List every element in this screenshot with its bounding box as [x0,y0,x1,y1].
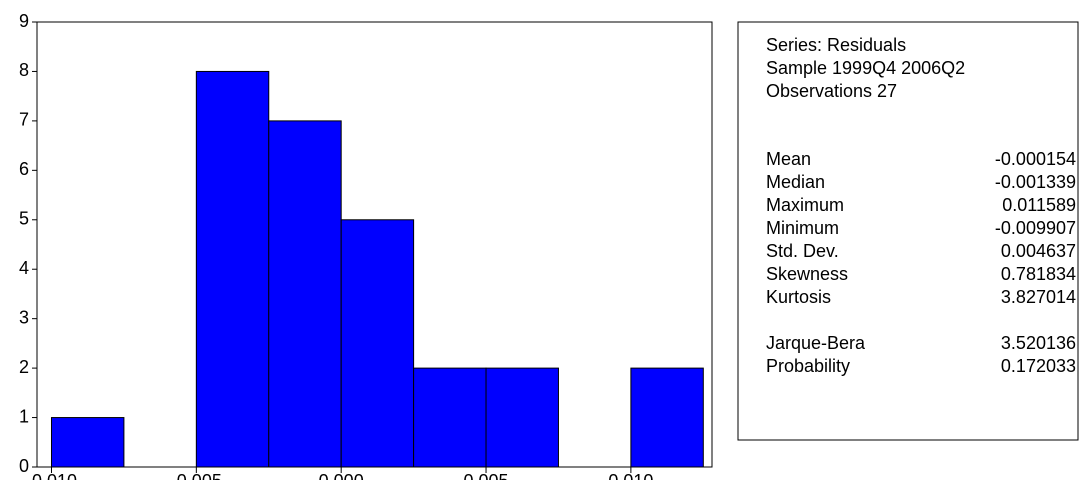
bar [485,367,559,468]
bar [340,219,415,468]
test-label: Probability [766,356,850,376]
x-tick-label: -0.005 [171,471,222,480]
stat-label: Kurtosis [766,287,831,307]
stats-box [737,21,1079,441]
stat-value: -0.009907 [995,218,1076,238]
bar [413,367,487,468]
stat-label: Std. Dev. [766,241,839,261]
stat-value: 0.004637 [1001,241,1076,261]
y-tick-label: 4 [19,258,29,278]
y-tick-label: 8 [19,60,29,80]
y-tick-label: 7 [19,110,29,130]
x-tick-label: 0.000 [319,471,364,480]
test-value: 3.520136 [1001,333,1076,353]
y-tick-label: 6 [19,159,29,179]
stat-value: 3.827014 [1001,287,1076,307]
bar [630,367,704,468]
y-tick-label: 9 [19,11,29,31]
stats-header: Observations 27 [766,81,897,101]
stats-header: Sample 1999Q4 2006Q2 [766,58,965,78]
bar [50,417,125,468]
stat-value: 0.011589 [1002,195,1076,215]
stat-value: -0.000154 [995,149,1076,169]
x-tick-label: 0.005 [464,471,509,480]
y-tick-label: 0 [19,456,29,476]
y-tick-label: 5 [19,209,29,229]
x-tick-label: 0.010 [608,471,653,480]
test-value: 0.172033 [1001,356,1076,376]
stat-label: Skewness [766,264,848,284]
stat-label: Mean [766,149,811,169]
stat-label: Maximum [766,195,844,215]
bar [268,120,342,468]
x-tick-label: -0.010 [26,471,77,480]
stat-label: Minimum [766,218,839,238]
stat-value: 0.781834 [1001,264,1076,284]
stats-header: Series: Residuals [766,35,906,55]
y-tick-label: 1 [19,406,29,426]
y-tick-label: 3 [19,307,29,327]
bar [195,70,270,468]
stat-label: Median [766,172,825,192]
test-label: Jarque-Bera [766,333,866,353]
stat-value: -0.001339 [995,172,1076,192]
y-tick-label: 2 [19,357,29,377]
